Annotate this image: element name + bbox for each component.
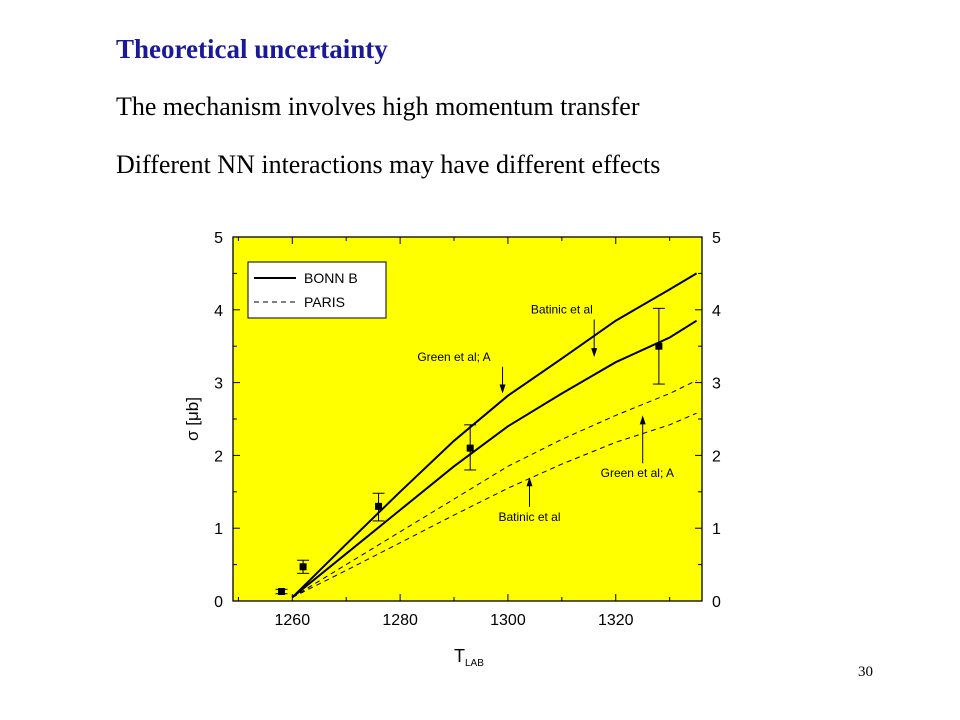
bonn-b-curve <box>291 272 698 599</box>
data-point <box>299 563 307 571</box>
annotation-arrow-head <box>526 477 533 487</box>
theory-curves <box>291 272 698 599</box>
legend-box <box>247 261 387 319</box>
legend-label: PARIS <box>304 294 345 310</box>
annotation-arrow-head <box>499 384 506 394</box>
axes: 0 0 1 1 2 2 3 3 4 4 5 5 1260 1280 1300 1320 <box>214 230 721 629</box>
y-tick-label-right: 3 <box>712 376 721 393</box>
data-point <box>466 444 474 452</box>
annotation-label: Batinic et al <box>531 302 593 316</box>
y-tick-label-left: 4 <box>214 303 223 320</box>
x-tick-label: 1300 <box>490 612 526 629</box>
annotation-arrow-head <box>639 415 646 425</box>
y-tick-label-left: 2 <box>214 448 223 465</box>
bullet-text-1: The mechanism involves high momentum tra… <box>116 92 640 121</box>
x-axis-label-sub: LAB <box>465 658 484 669</box>
legend-label: BONN B <box>304 270 358 286</box>
y-tick-label-right: 4 <box>712 303 721 320</box>
y-tick-label-right: 0 <box>712 594 721 611</box>
y-tick-label-right: 5 <box>712 230 721 247</box>
y-tick-label-left: 0 <box>214 594 223 611</box>
x-axis-label-main: T <box>454 646 465 666</box>
y-tick-label-left: 5 <box>214 230 223 247</box>
data-points <box>275 307 665 596</box>
y-tick-label-right: 1 <box>712 521 721 538</box>
bonn-b-curve <box>291 319 698 599</box>
y-tick-label-right: 2 <box>712 448 721 465</box>
data-point <box>655 342 663 350</box>
x-tick-label: 1260 <box>275 612 311 629</box>
x-axis-label: TLAB <box>454 646 484 669</box>
data-point <box>375 502 383 510</box>
slide-title: Theoretical uncertainty <box>116 34 388 64</box>
bullet-text-2: Different NN interactions may have diffe… <box>116 150 661 179</box>
y-tick-label-left: 3 <box>214 376 223 393</box>
annotation-label: Batinic et al <box>498 510 560 524</box>
annotation-label: Green et al; A <box>417 350 490 364</box>
annotations: Batinic et al Green et al; A Green et al; … <box>417 302 674 523</box>
x-tick-label: 1320 <box>598 612 634 629</box>
annotation-label: Green et al; A <box>601 466 674 480</box>
annotation-arrow-head <box>591 348 598 358</box>
paris-curve <box>292 412 697 598</box>
y-axis-label: σ [μb] <box>183 397 202 441</box>
data-point <box>278 588 286 596</box>
x-tick-label: 1280 <box>382 612 418 629</box>
legend: BONN B PARIS <box>247 261 387 319</box>
page-number: 30 <box>858 664 873 680</box>
paris-curve <box>292 379 697 598</box>
y-tick-label-left: 1 <box>214 521 223 538</box>
